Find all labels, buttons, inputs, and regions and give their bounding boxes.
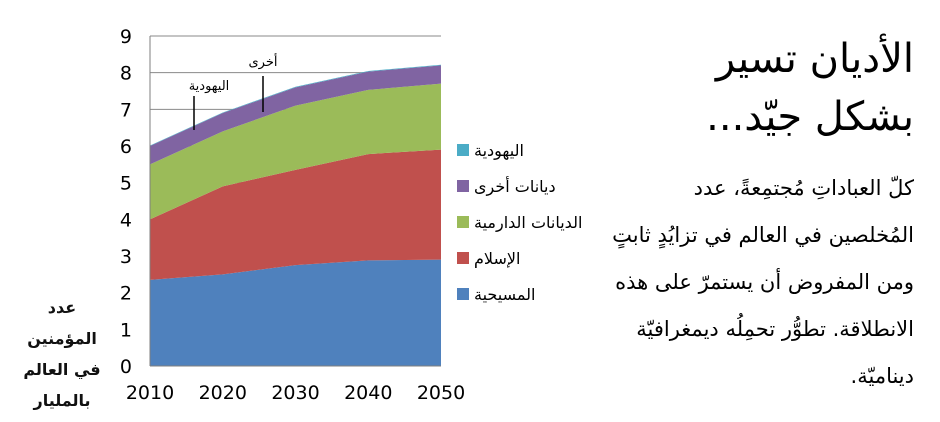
legend-swatch: [457, 288, 469, 300]
y-tick-label: 2: [120, 283, 132, 305]
y-axis-label-line: عدد المؤمنين: [27, 298, 97, 348]
body-line: الانطلاقة. تطوُّر تحمِلُه ديمغرافيّة: [636, 317, 914, 341]
slide-title-line: بشكل جيّد...: [706, 94, 914, 140]
legend-swatch: [457, 252, 469, 264]
y-tick-label: 4: [120, 209, 132, 231]
body-line: كلّ العباداتِ مُجتمِعةً، عدد: [693, 176, 914, 200]
legend-swatch: [457, 216, 469, 228]
y-tick-label: 0: [120, 356, 132, 378]
y-tick-label: 5: [120, 173, 132, 195]
legend-label: الإسلام: [474, 249, 520, 268]
area-series: [150, 149, 441, 280]
y-tick-label: 9: [120, 26, 132, 48]
annotation-label: اليهودية: [189, 79, 230, 94]
area-series: [150, 65, 441, 165]
y-tick-label: 6: [120, 136, 132, 158]
y-tick-label: 7: [120, 99, 132, 121]
y-axis-label-line: بالمليار: [33, 391, 91, 410]
y-axis-label-line: في العالم: [23, 360, 101, 379]
area-series: [150, 259, 441, 366]
x-tick-label: 2030: [271, 382, 319, 404]
x-tick-label: 2040: [344, 382, 392, 404]
x-tick-label: 2010: [126, 382, 174, 404]
y-axis-label: عدد المؤمنين في العالم بالمليار: [14, 292, 110, 416]
slide-title: الأديان تسير بشكل جيّد...: [614, 30, 914, 146]
slide-title-line: الأديان تسير: [715, 36, 914, 82]
y-tick-label: 8: [120, 63, 132, 85]
legend-swatch: [457, 180, 469, 192]
slide-body-text: كلّ العباداتِ مُجتمِعةً، عدد المُخلصين ف…: [594, 165, 914, 400]
legend-label: اليهودية: [474, 141, 524, 161]
legend-label: المسيحية: [474, 285, 535, 304]
annotation-label: أخرى: [249, 53, 278, 70]
legend-label: ديانات أخرى: [474, 176, 556, 197]
x-tick-label: 2050: [417, 382, 465, 404]
area-series: [150, 83, 441, 220]
y-tick-label: 1: [120, 319, 132, 341]
x-tick-label: 2020: [199, 382, 247, 404]
body-line: المُخلصين في العالم في تزايُدٍ ثابتٍ: [612, 223, 914, 247]
y-tick-label: 3: [120, 246, 132, 268]
body-line: ديناميّة.: [850, 364, 914, 388]
stacked-area-chart: 0 1 2 3 4 5 6 7 8 9 2010 2020 2030 2040 2050 اليهودية دي…: [120, 26, 582, 404]
legend-label: الديانات الدارمية: [474, 213, 582, 233]
body-line: ومن المفروض أن يستمرّ على هذه: [615, 270, 914, 294]
legend-swatch: [457, 144, 469, 156]
